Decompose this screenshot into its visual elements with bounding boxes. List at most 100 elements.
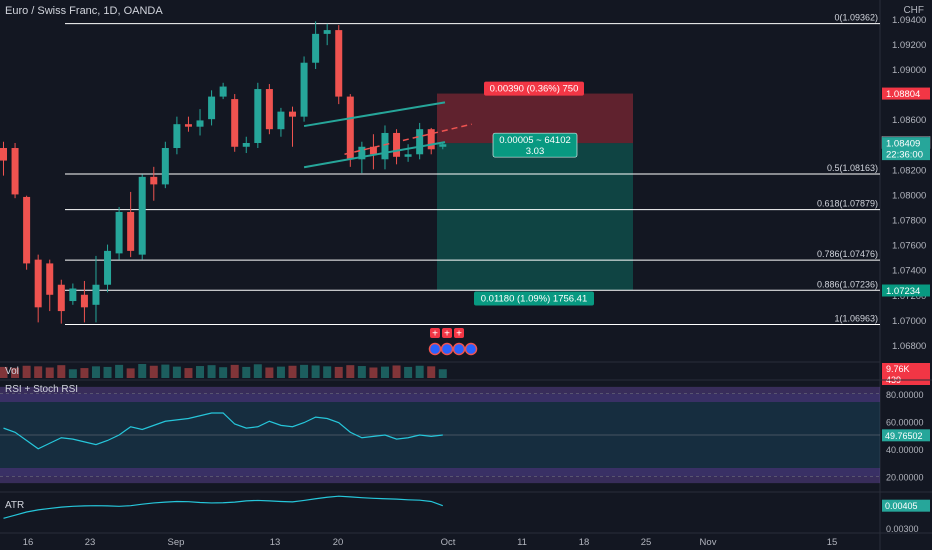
candle-body: [254, 89, 261, 143]
volume-bar: [231, 365, 239, 378]
volume-bar: [69, 369, 77, 378]
volume-bar: [150, 366, 158, 378]
candle-body: [370, 147, 377, 155]
volume-bar: [46, 368, 54, 379]
candle-body: [312, 34, 319, 63]
price-tag-label: 22:36:00: [886, 150, 923, 161]
fib-label: 0.886(1.07236): [817, 279, 878, 289]
price-tick-label: 1.08600: [892, 115, 926, 126]
rsi-tick-label: 20.00000: [886, 472, 924, 482]
chart-title: Euro / Swiss Franc, 1D, OANDA: [5, 5, 163, 17]
candle-body: [324, 30, 331, 34]
candle-body: [81, 295, 88, 308]
candle-body: [301, 63, 308, 117]
fib-label: 0.5(1.08163): [827, 163, 878, 173]
time-tick-label: Oct: [441, 537, 456, 548]
price-tag-label: 1.08804: [886, 89, 920, 100]
candle-body: [23, 197, 30, 263]
candle-body: [35, 260, 42, 308]
candle-body: [185, 124, 192, 127]
price-tick-label: 1.08200: [892, 165, 926, 176]
price-tick-label: 1.07400: [892, 266, 926, 277]
volume-bar: [427, 366, 435, 378]
volume-bar: [358, 366, 366, 378]
volume-bar: [104, 367, 112, 378]
volume-bar: [369, 368, 377, 379]
candle-body: [127, 212, 134, 251]
volume-bar: [219, 367, 227, 378]
candle-body: [0, 148, 7, 161]
atr-tick-label: 0.00300: [886, 524, 919, 534]
stop-label: 0.00390 (0.36%) 750: [490, 84, 579, 95]
candle-body: [347, 97, 354, 160]
info-label-line1: 0.00005 ~ 64102: [499, 135, 571, 146]
candle-body: [381, 133, 388, 159]
candle-body: [139, 177, 146, 255]
stoch-oversold-band: [0, 468, 880, 483]
price-tick-label: 1.09000: [892, 65, 926, 76]
candle-body: [46, 263, 53, 294]
target-zone: [437, 143, 633, 290]
rsi-tick-label: 40.00000: [886, 445, 924, 455]
fib-label: 1(1.06963): [834, 314, 878, 324]
price-tick-label: 1.07600: [892, 241, 926, 252]
volume-bar: [277, 367, 285, 378]
price-tick-label: 1.08000: [892, 190, 926, 201]
time-tick-label: 16: [23, 537, 34, 548]
event-marker-blue: [454, 344, 465, 355]
volume-bar: [439, 369, 447, 378]
candle-body: [197, 120, 204, 126]
fib-label: 0(1.09362): [834, 13, 878, 23]
volume-bar: [416, 366, 424, 378]
rsi-current-label: 49.76502: [885, 431, 923, 441]
volume-bar: [80, 368, 88, 378]
candle-body: [393, 133, 400, 157]
volume-bar: [393, 365, 401, 378]
fib-label: 0.786(1.07476): [817, 249, 878, 259]
candle-body: [208, 97, 215, 120]
price-tick-label: 1.07000: [892, 316, 926, 327]
time-tick-label: 15: [827, 537, 838, 548]
price-tick-label: 1.06800: [892, 341, 926, 352]
candle-body: [150, 177, 157, 185]
volume-bar: [34, 366, 42, 378]
volume-bar: [184, 368, 192, 378]
candle-body: [220, 87, 227, 97]
volume-bar: [300, 365, 308, 378]
volume-bar: [346, 365, 354, 378]
candle-body: [243, 143, 250, 147]
volume-bar: [92, 366, 100, 378]
candle-body: [162, 148, 169, 184]
volume-bar: [196, 366, 204, 378]
price-tag-label: 1.08409: [886, 139, 920, 150]
price-tick-label: 1.09400: [892, 15, 926, 26]
candle-body: [104, 251, 111, 285]
volume-bar: [312, 365, 320, 378]
time-tick-label: 13: [270, 537, 281, 548]
volume-tag-label: 9.76K: [886, 364, 910, 374]
info-label-line2: 3.03: [526, 146, 545, 157]
candle-body: [266, 89, 273, 129]
candle-body: [289, 112, 296, 117]
candle-body: [405, 154, 412, 157]
candle-body: [231, 99, 238, 147]
rsi-tick-label: 60.00000: [886, 417, 924, 427]
volume-bar: [323, 366, 331, 378]
event-marker-blue: [466, 344, 477, 355]
candle-body: [428, 129, 435, 149]
volume-bar: [23, 366, 31, 378]
time-tick-label: 11: [517, 537, 527, 548]
rsi-tick-label: 80.00000: [886, 390, 924, 400]
target-label: 0.01180 (1.09%) 1756.41: [481, 294, 588, 305]
volume-bar: [173, 367, 181, 378]
currency-label: CHF: [903, 5, 924, 16]
volume-bar: [381, 367, 389, 378]
volume-bar: [265, 368, 273, 379]
candle-body: [69, 289, 76, 302]
stoch-overbought-band: [0, 387, 880, 402]
candle-body: [277, 112, 284, 130]
volume-bar: [404, 367, 412, 378]
time-tick-label: Nov: [700, 537, 717, 548]
event-marker-glyph: +: [456, 329, 462, 340]
